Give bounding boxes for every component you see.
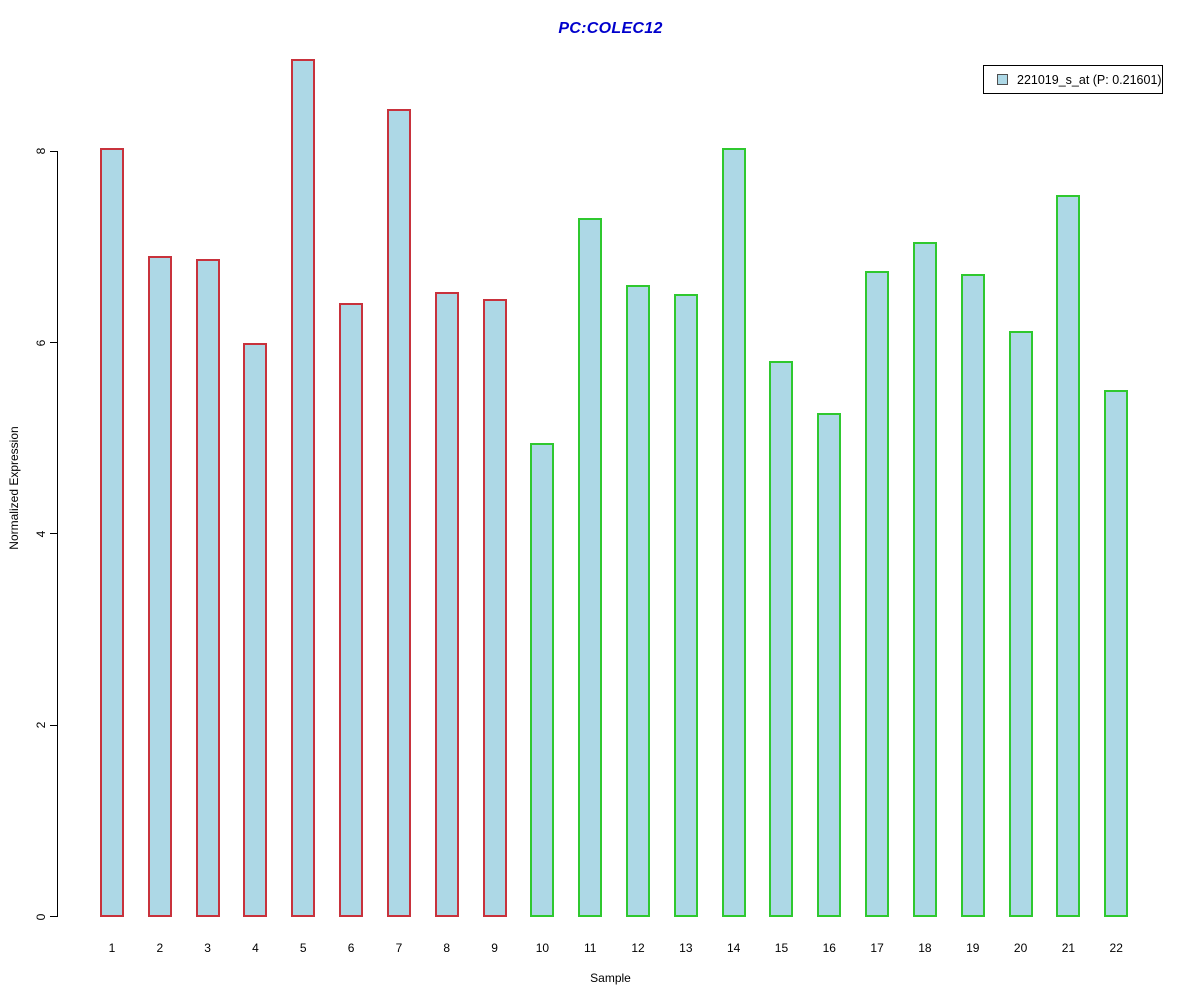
y-axis-label: Normalized Expression (7, 426, 21, 550)
bar-sample-7 (386, 109, 411, 918)
bar-sample-19 (960, 273, 985, 918)
x-tick-label: 7 (395, 941, 403, 955)
x-tick-label: 4 (252, 941, 259, 955)
x-tick-label: 13 (679, 941, 693, 955)
y-tick-mark (50, 150, 57, 152)
y-tick-mark (50, 342, 57, 344)
x-tick-label: 2 (156, 941, 164, 955)
chart-title: PC:COLEC12 (558, 20, 663, 37)
bar-sample-16 (817, 413, 842, 918)
x-tick-label: 22 (1109, 941, 1123, 955)
x-tick-label: 3 (204, 941, 211, 955)
y-tick-label: 6 (34, 339, 48, 346)
x-tick-label: 17 (870, 941, 884, 955)
x-tick-label: 9 (491, 941, 498, 955)
x-tick-label: 12 (631, 941, 645, 955)
y-tick-label: 8 (34, 147, 48, 155)
bar-sample-4 (243, 343, 268, 918)
x-tick-label: 16 (822, 941, 836, 955)
bar-sample-14 (721, 148, 746, 918)
bar-sample-22 (1104, 390, 1129, 918)
legend: 221019_s_at (P: 0.21601) (983, 65, 1163, 94)
bar-sample-10 (530, 442, 555, 918)
y-tick-label: 4 (34, 530, 48, 538)
bar-sample-5 (291, 59, 316, 918)
y-axis (57, 151, 58, 917)
x-tick-label: 8 (443, 941, 451, 955)
x-tick-label: 1 (108, 941, 116, 955)
x-axis-label: Sample (590, 971, 631, 985)
bar-sample-8 (434, 291, 459, 918)
x-tick-label: 19 (966, 941, 980, 955)
bar-sample-6 (339, 303, 364, 918)
bar-sample-3 (195, 259, 220, 918)
x-tick-label: 11 (583, 941, 597, 955)
x-tick-label: 10 (535, 941, 550, 955)
x-tick-label: 20 (1013, 941, 1028, 955)
x-tick-label: 14 (726, 941, 741, 955)
legend-label: 221019_s_at (P: 0.21601) (1017, 72, 1162, 87)
x-tick-label: 21 (1061, 941, 1076, 955)
bar-sample-17 (865, 270, 890, 918)
y-tick-label: 0 (34, 913, 48, 920)
bar-sample-13 (673, 293, 698, 918)
bar-sample-12 (626, 285, 651, 918)
y-tick-label: 2 (34, 721, 48, 729)
bar-sample-18 (912, 242, 937, 918)
bar-sample-9 (482, 298, 507, 918)
x-tick-label: 15 (774, 941, 789, 955)
x-tick-label: 5 (299, 941, 307, 955)
bar-sample-20 (1008, 331, 1033, 918)
y-tick-mark (50, 724, 57, 726)
bar-sample-1 (100, 148, 124, 918)
bar-sample-21 (1056, 195, 1081, 918)
y-tick-mark (50, 533, 57, 535)
y-tick-mark (50, 916, 57, 917)
legend-swatch-icon (997, 74, 1008, 85)
x-tick-label: 18 (918, 941, 932, 955)
bar-sample-15 (769, 360, 794, 918)
x-tick-label: 6 (347, 941, 355, 955)
bar-sample-2 (147, 256, 172, 918)
bar-sample-11 (578, 218, 603, 918)
